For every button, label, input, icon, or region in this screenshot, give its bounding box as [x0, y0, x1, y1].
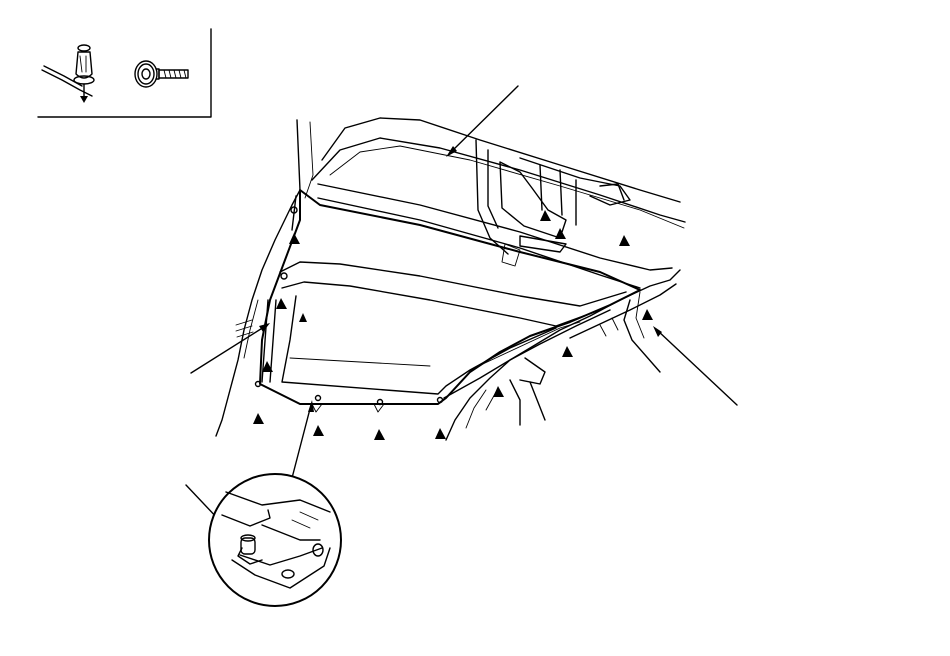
- detail-callout: [208, 473, 342, 607]
- fastener-marker: [262, 361, 273, 372]
- fastener-marker: [619, 235, 630, 246]
- clip-icon: [41, 44, 95, 103]
- fastener-markers: [253, 210, 653, 440]
- fastener-marker: [276, 298, 287, 309]
- fastener-marker: [313, 425, 324, 436]
- fastener-marker: [642, 309, 653, 320]
- fastener-marker: [540, 210, 551, 221]
- fastener-marker: [374, 429, 385, 440]
- pin-clip-detail-icon: [221, 491, 331, 589]
- fastener-marker: [555, 228, 566, 239]
- fastener-marker: [299, 313, 307, 322]
- headliner-panel: [254, 189, 641, 413]
- roof-structure: [215, 117, 686, 441]
- fastener-marker: [435, 428, 446, 439]
- fastener-marker: [289, 233, 300, 244]
- legend-box: [37, 28, 212, 118]
- fastener-marker: [493, 386, 504, 397]
- fastener-marker: [253, 413, 264, 424]
- fastener-marker: [562, 346, 573, 357]
- flange-bolt-icon: [134, 60, 189, 88]
